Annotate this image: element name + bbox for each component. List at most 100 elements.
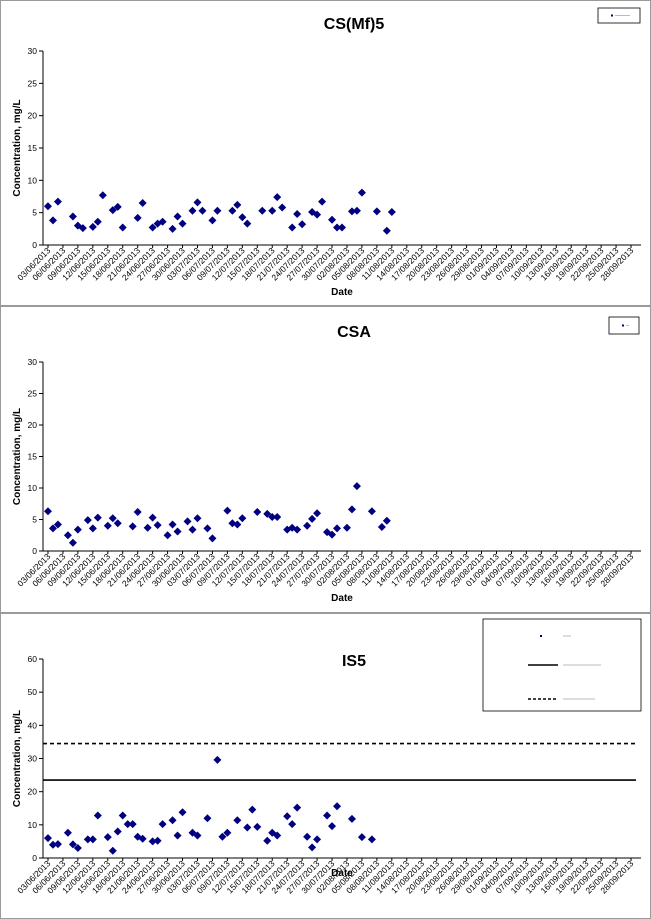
y-tick-label: 25 (28, 389, 38, 399)
data-point (193, 514, 202, 523)
data-point (288, 820, 297, 829)
data-point (228, 519, 237, 528)
data-point (168, 224, 177, 233)
data-point (372, 207, 381, 216)
y-tick-label: 25 (28, 78, 38, 88)
data-point (88, 835, 97, 844)
data-point (83, 516, 92, 525)
chart-csa: CSA05101520253003/06/201306/06/201309/06… (12, 316, 641, 604)
data-point (203, 524, 212, 533)
data-point (213, 206, 222, 215)
y-tick-label: 15 (28, 452, 38, 462)
data-point (63, 531, 72, 540)
data-point (333, 802, 342, 811)
data-point (313, 210, 322, 219)
data-point (168, 520, 177, 529)
data-point (357, 188, 366, 197)
data-point (93, 217, 102, 226)
data-point (113, 519, 122, 528)
legend-marker (611, 14, 613, 17)
y-tick-label: 20 (28, 787, 38, 797)
x-axis-label: Date (331, 287, 353, 298)
data-point (283, 812, 292, 821)
data-point (93, 513, 102, 522)
data-point (203, 814, 212, 823)
data-point (218, 832, 227, 841)
data-point (43, 834, 52, 843)
data-point (153, 836, 162, 845)
data-point (347, 505, 356, 514)
y-tick-label: 5 (32, 208, 37, 218)
data-point (278, 203, 287, 212)
data-point (248, 805, 257, 814)
data-point (228, 206, 237, 215)
data-point (342, 523, 351, 532)
y-tick-label: 40 (28, 720, 38, 730)
y-axis-label: Concentration, mg/L (12, 710, 23, 807)
data-point (268, 206, 277, 215)
y-tick-label: 30 (28, 46, 38, 56)
data-point (183, 517, 192, 526)
data-point (377, 523, 386, 532)
data-point (178, 219, 187, 228)
data-point (223, 506, 232, 515)
data-point (53, 840, 62, 849)
data-point (233, 816, 242, 825)
data-point (313, 509, 322, 518)
legend-marker (622, 324, 624, 327)
data-point (178, 808, 187, 817)
legend-box (482, 618, 642, 712)
data-point (148, 837, 157, 846)
y-tick-label: 10 (28, 175, 38, 185)
data-point (387, 208, 396, 217)
chart-panel-is5: IS5 0 10 20 30 40 50 60 03/06/2013 06/06/2013 09/0… (0, 613, 651, 919)
y-tick-label: 0 (32, 546, 37, 556)
data-point (263, 509, 272, 518)
chart-title: CSA (337, 324, 371, 341)
y-tick-label: 5 (32, 515, 37, 525)
data-point (118, 811, 127, 820)
data-point (153, 521, 162, 530)
data-point (93, 811, 102, 820)
data-point (133, 507, 142, 516)
data-point (382, 516, 391, 525)
data-point (188, 206, 197, 215)
y-tick-label: 20 (28, 420, 38, 430)
data-point (48, 524, 57, 533)
x-axis-label: Date (331, 593, 353, 604)
data-point (328, 822, 337, 831)
data-point (103, 833, 112, 842)
data-point (173, 527, 182, 536)
y-tick-label: 30 (28, 754, 38, 764)
data-point (48, 840, 57, 849)
data-point (108, 514, 117, 523)
data-point (293, 209, 302, 218)
data-point (333, 223, 342, 232)
data-point (273, 193, 282, 202)
data-point (113, 202, 122, 211)
data-point (323, 811, 332, 820)
data-point (328, 530, 337, 539)
chart-is5: IS5010203040506003/06/201306/06/201309/0… (12, 618, 642, 895)
data-point (303, 521, 312, 530)
y-tick-label: 20 (28, 111, 38, 121)
data-point (198, 206, 207, 215)
data-point (68, 538, 77, 547)
data-point (288, 223, 297, 232)
data-point (258, 206, 267, 215)
data-point (83, 835, 92, 844)
data-point (148, 513, 157, 522)
data-point (273, 512, 282, 521)
data-point (168, 816, 177, 825)
data-point (338, 223, 346, 232)
data-point (43, 202, 52, 211)
data-point (293, 803, 302, 812)
data-point (318, 197, 327, 206)
y-axis-label: Concentration, mg/L (12, 408, 23, 505)
x-axis-label: Date (331, 868, 353, 879)
data-point (298, 220, 307, 229)
chart-panel-csmf5: CS(Mf)5 0 5 10 15 20 25 30 03/06/2013 06/06/2013 0… (0, 0, 651, 306)
data-point (223, 828, 232, 837)
data-point (63, 828, 72, 837)
data-point (367, 835, 376, 844)
